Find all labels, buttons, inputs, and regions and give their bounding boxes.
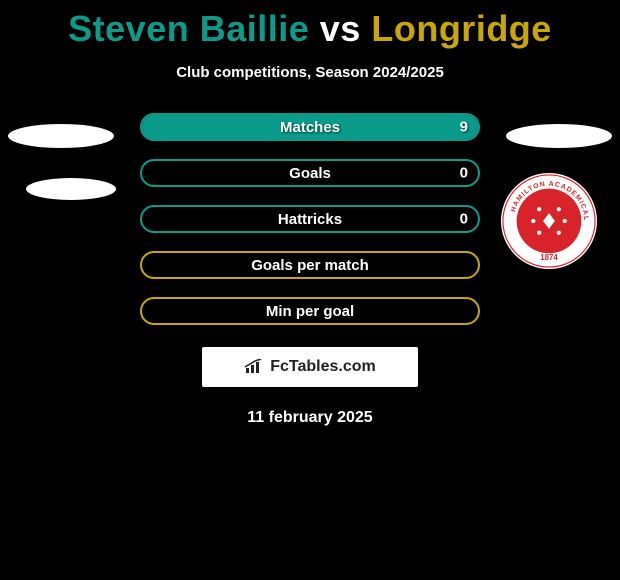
brand-watermark: FcTables.com xyxy=(202,347,418,387)
stat-label: Goals xyxy=(289,165,331,182)
comparison-title: Steven Baillie vs Longridge xyxy=(0,0,620,50)
date-text: 11 february 2025 xyxy=(0,409,620,427)
stat-row-min-per-goal: Min per goal xyxy=(140,297,480,325)
brand-text: FcTables.com xyxy=(270,358,376,376)
stat-label: Matches xyxy=(280,119,340,136)
stat-label: Goals per match xyxy=(251,257,369,274)
chart-icon xyxy=(244,359,264,375)
stat-label: Min per goal xyxy=(266,303,354,320)
club-badge: HAMILTON ACADEMICAL FOOTBALL CLUB 1874 xyxy=(500,172,598,270)
badge-year: 1874 xyxy=(540,253,558,262)
decorative-ellipse xyxy=(506,124,612,148)
stat-row-hattricks: Hattricks 0 xyxy=(140,205,480,233)
stat-right-value: 9 xyxy=(460,119,468,136)
decorative-ellipse xyxy=(26,178,116,200)
vs-text: vs xyxy=(320,8,361,49)
subtitle: Club competitions, Season 2024/2025 xyxy=(0,64,620,81)
stat-row-matches: Matches 9 xyxy=(140,113,480,141)
stat-label: Hattricks xyxy=(278,211,342,228)
stat-right-value: 0 xyxy=(460,211,468,228)
stat-row-goals-per-match: Goals per match xyxy=(140,251,480,279)
decorative-ellipse xyxy=(8,124,114,148)
player1-name: Steven Baillie xyxy=(68,8,309,49)
stat-row-goals: Goals 0 xyxy=(140,159,480,187)
stat-right-value: 0 xyxy=(460,165,468,182)
player2-name: Longridge xyxy=(371,8,551,49)
